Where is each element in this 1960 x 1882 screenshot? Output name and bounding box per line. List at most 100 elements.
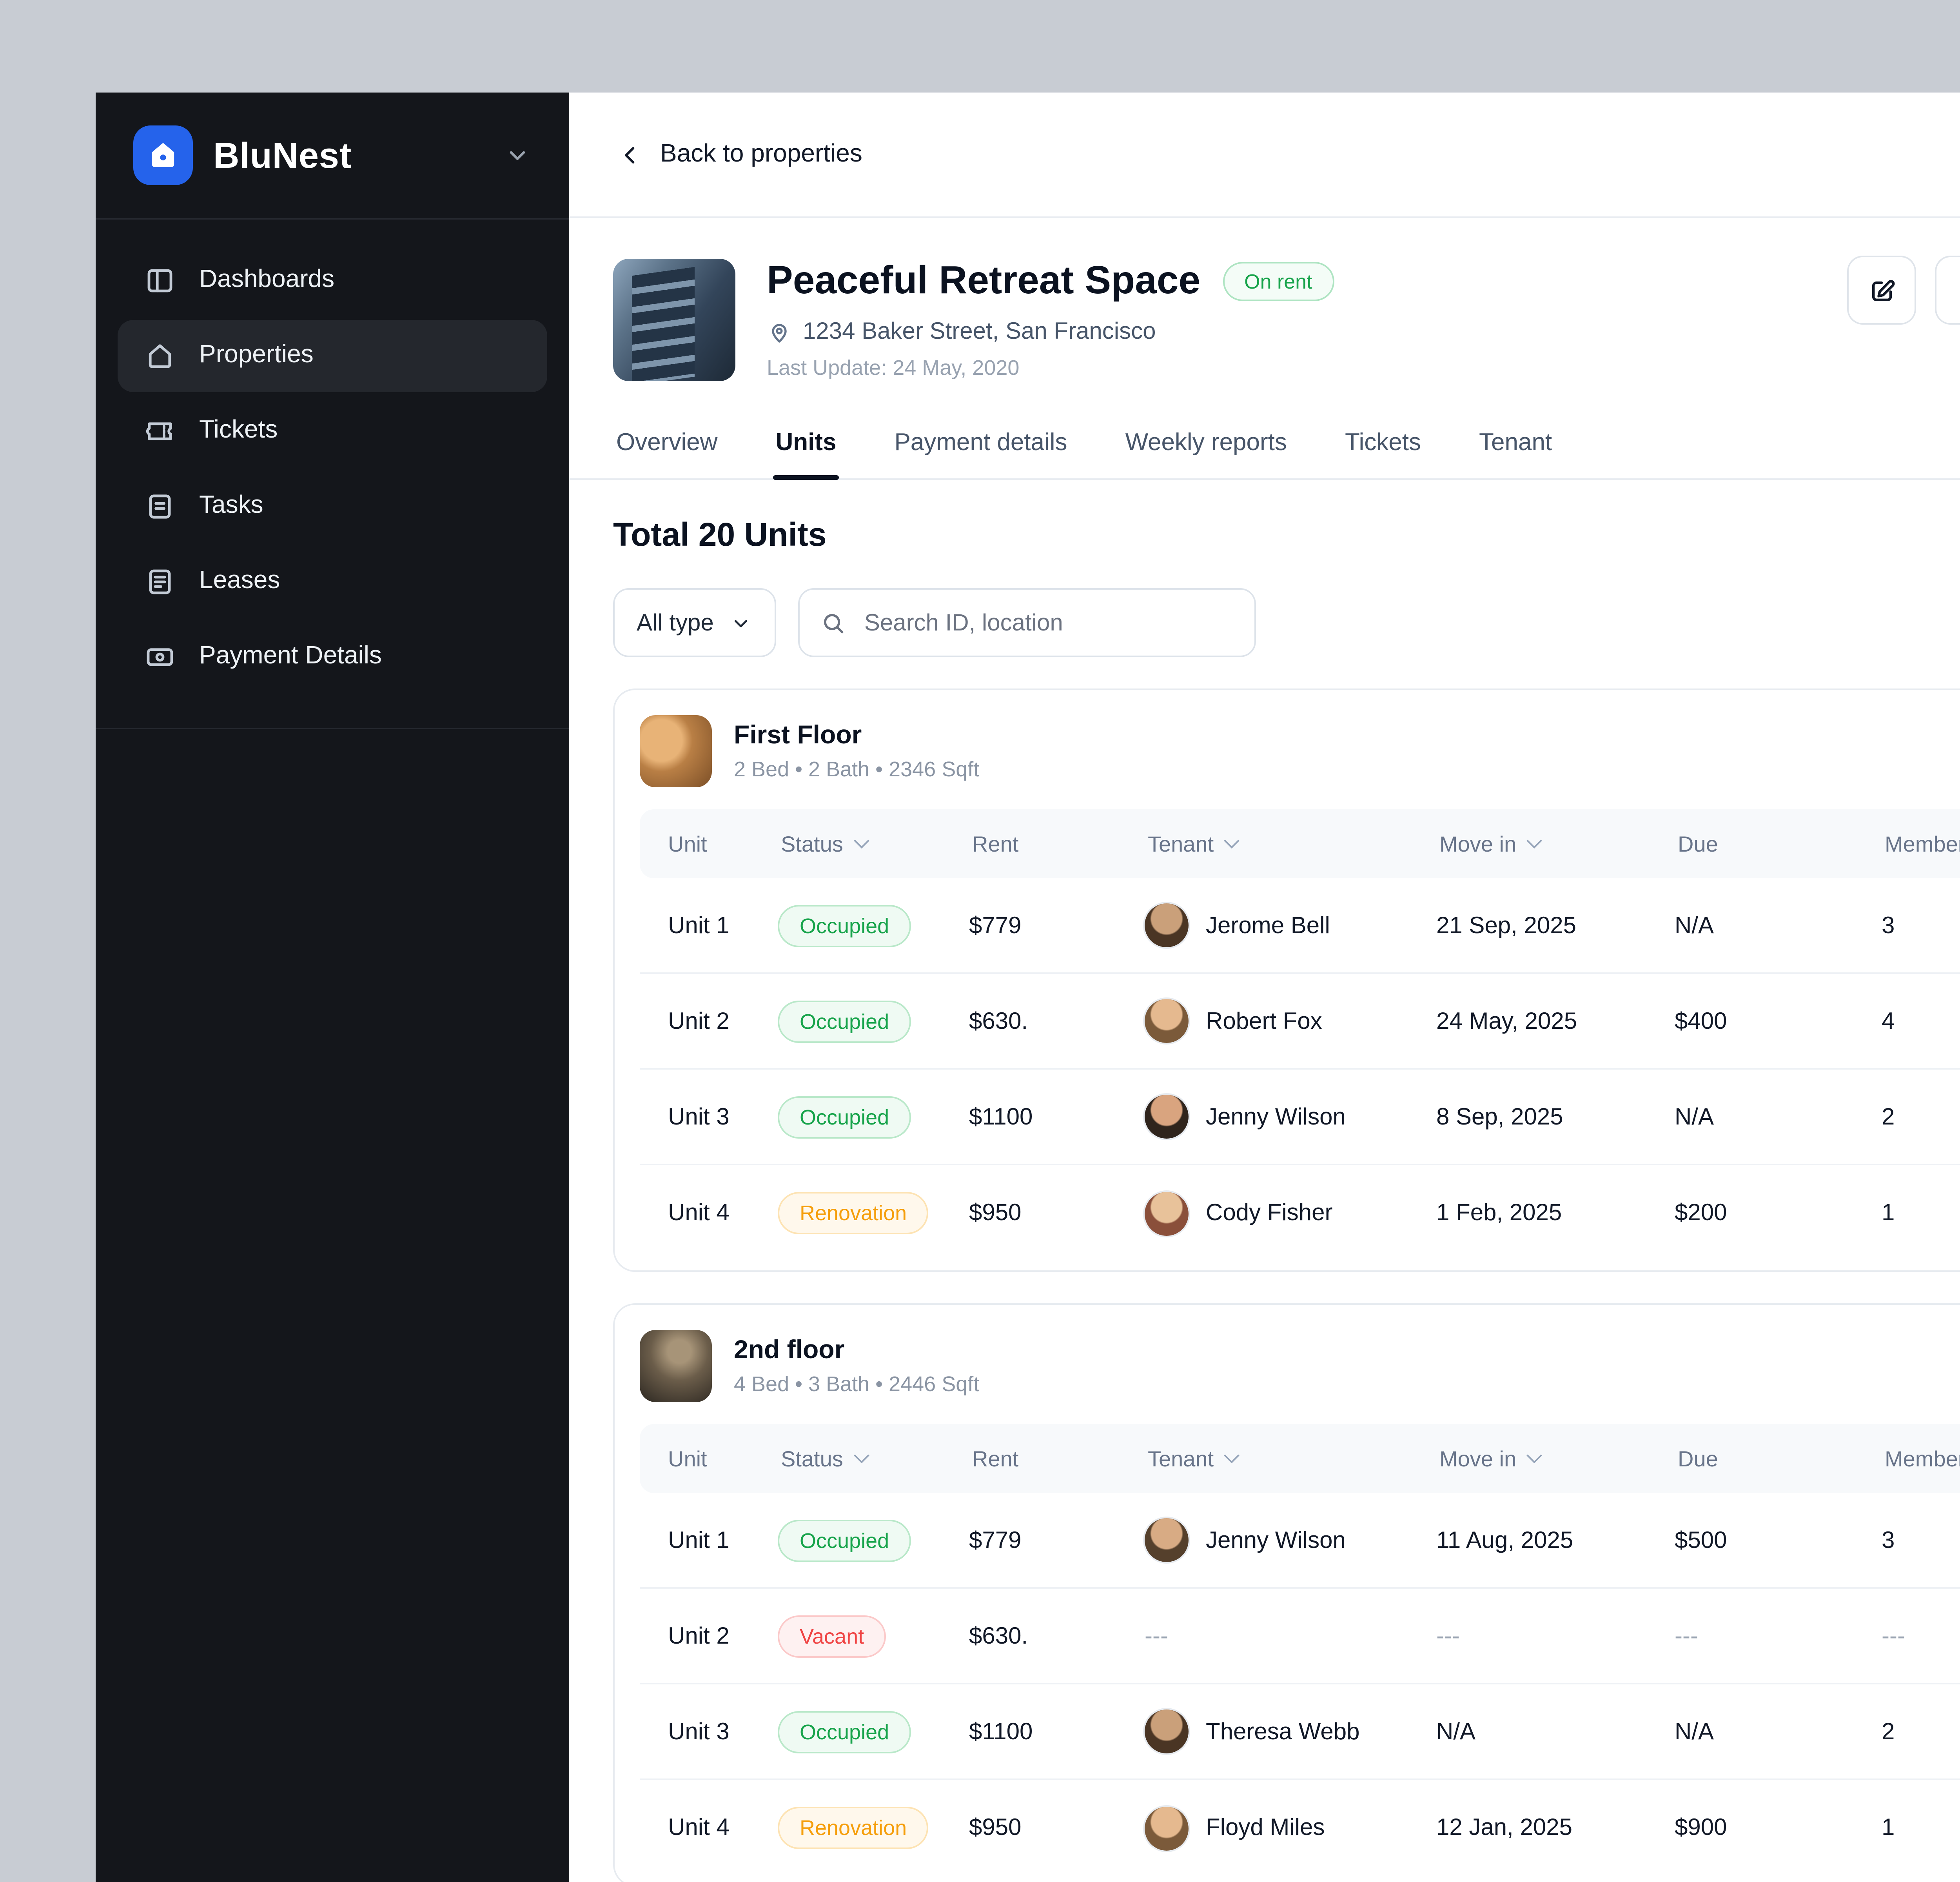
table-row: Unit 3 Occupied $1100 Jenny Wilson 8 Sep…	[640, 1070, 1960, 1165]
table-body: Unit 1 Occupied $779 Jerome Bell 21 Sep,…	[640, 878, 1960, 1261]
chevron-down-icon[interactable]	[503, 141, 532, 169]
sidebar-item-properties[interactable]: Properties	[118, 320, 547, 392]
sidebar-item-label: Properties	[199, 342, 314, 369]
back-chevron-icon	[616, 140, 644, 169]
floor-name: First Floor	[734, 721, 862, 750]
move-in-cell: ---	[1436, 1622, 1460, 1649]
floor-thumbnail	[640, 715, 712, 787]
column-header-move-in[interactable]: Move in	[1436, 831, 1675, 856]
unit-cell: Unit 1	[668, 1527, 730, 1553]
tenant-cell: Cody Fisher	[1145, 1191, 1436, 1235]
column-header-status[interactable]: Status	[778, 1446, 969, 1471]
floor-header: First Floor 2 Bed • 2 Bath • 2346 Sqft	[640, 715, 1960, 787]
floors-list: First Floor 2 Bed • 2 Bath • 2346 Sqft U…	[613, 688, 1960, 1882]
column-header-tenant[interactable]: Tenant	[1145, 1446, 1436, 1471]
floor-header: 2nd floor 4 Bed • 3 Bath • 2446 Sqft	[640, 1330, 1960, 1402]
avatar	[1145, 903, 1189, 947]
column-header-unit: Unit	[668, 1446, 707, 1471]
download-button[interactable]: Download	[1935, 256, 1960, 325]
sidebar-item-label: Tickets	[199, 417, 278, 444]
dashboards-icon	[144, 265, 176, 296]
column-header-status[interactable]: Status	[778, 831, 969, 856]
rent-cell: $1100	[969, 1103, 1033, 1130]
due-cell: ---	[1675, 1622, 1698, 1649]
sidebar-divider	[96, 218, 569, 220]
tenant-cell: Theresa Webb	[1145, 1709, 1436, 1753]
brand-logo-icon	[133, 125, 193, 185]
rent-cell: $779	[969, 912, 1022, 939]
location-pin-icon	[767, 319, 792, 344]
content-area: Peaceful Retreat Space On rent 1234 Bake…	[569, 218, 1960, 1882]
status-badge: Vacant	[778, 1615, 886, 1657]
on-rent-badge: On rent	[1222, 262, 1334, 301]
total-units-heading: Total 20 Units	[613, 518, 827, 554]
app-window: BluNest Dashboards Properties Tickets Ta…	[96, 93, 1960, 1882]
unit-cell: Unit 4	[668, 1200, 730, 1226]
sidebar-item-payment-details[interactable]: Payment Details	[118, 621, 547, 693]
move-in-cell: 21 Sep, 2025	[1436, 912, 1576, 939]
due-cell: $900	[1675, 1815, 1727, 1841]
back-to-properties-link[interactable]: Back to properties	[616, 140, 862, 169]
tab-units[interactable]: Units	[772, 412, 839, 480]
due-cell: $200	[1675, 1200, 1727, 1226]
move-in-cell: 11 Aug, 2025	[1436, 1527, 1573, 1553]
members-cell: 4	[1882, 1008, 1895, 1034]
column-header-tenant[interactable]: Tenant	[1145, 831, 1436, 856]
document-icon	[144, 566, 176, 598]
sidebar-item-leases[interactable]: Leases	[118, 546, 547, 618]
property-actions: Download Share Add new property	[1847, 256, 1960, 325]
column-header-members: Members	[1885, 831, 1960, 856]
move-in-cell: 24 May, 2025	[1436, 1008, 1577, 1034]
unit-cell: Unit 4	[668, 1815, 730, 1841]
tab-tenant[interactable]: Tenant	[1479, 430, 1552, 456]
floor-card: 2nd floor 4 Bed • 3 Bath • 2446 Sqft Uni…	[613, 1303, 1960, 1882]
table-row: Unit 2 Occupied $630. Robert Fox 24 May,…	[640, 974, 1960, 1070]
avatar	[1145, 999, 1189, 1043]
rent-cell: $630.	[969, 1622, 1028, 1649]
members-cell: 2	[1882, 1718, 1895, 1745]
tab-payment-details[interactable]: Payment details	[894, 430, 1067, 456]
search-input[interactable]	[861, 608, 1234, 638]
column-header-move-in[interactable]: Move in	[1436, 1446, 1675, 1471]
search-box	[798, 588, 1256, 657]
home-icon	[144, 340, 176, 372]
search-icon	[820, 609, 847, 636]
property-address: 1234 Baker Street, San Francisco	[803, 318, 1156, 345]
sidebar-item-tasks[interactable]: Tasks	[118, 470, 547, 543]
floor-name: 2nd floor	[734, 1336, 845, 1364]
table-row: Unit 4 Renovation $950 Cody Fisher 1 Feb…	[640, 1165, 1960, 1261]
floor-specs: 4 Bed • 3 Bath • 2446 Sqft	[734, 1372, 980, 1396]
status-badge: Renovation	[778, 1807, 929, 1849]
tenant-name: ---	[1145, 1622, 1168, 1649]
status-badge: Occupied	[778, 904, 911, 946]
tenant-name: Jerome Bell	[1206, 912, 1330, 939]
column-header-rent: Rent	[972, 1446, 1019, 1471]
type-filter-value: All type	[637, 609, 714, 636]
tab-overview[interactable]: Overview	[616, 430, 718, 456]
rent-cell: $630.	[969, 1008, 1028, 1034]
brand-header: BluNest	[96, 93, 569, 218]
sidebar-item-tickets[interactable]: Tickets	[118, 395, 547, 467]
chevron-down-icon	[730, 611, 753, 634]
sidebar-divider	[96, 728, 569, 729]
move-in-cell: 1 Feb, 2025	[1436, 1200, 1562, 1226]
type-filter-dropdown[interactable]: All type	[613, 588, 777, 657]
column-header-due: Due	[1678, 1446, 1718, 1471]
rent-cell: $1100	[969, 1718, 1033, 1745]
tab-tickets[interactable]: Tickets	[1345, 430, 1421, 456]
rent-cell: $950	[969, 1200, 1022, 1226]
tab-bar: Overview Units Payment details Weekly re…	[569, 412, 1960, 480]
unit-cell: Unit 1	[668, 912, 730, 939]
edit-property-button[interactable]	[1847, 256, 1916, 325]
table-row: Unit 4 Renovation $950 Floyd Miles 12 Ja…	[640, 1780, 1960, 1876]
unit-cell: Unit 2	[668, 1008, 730, 1034]
column-header-unit: Unit	[668, 831, 707, 856]
table-body: Unit 1 Occupied $779 Jenny Wilson 11 Aug…	[640, 1493, 1960, 1876]
sidebar-item-dashboards[interactable]: Dashboards	[118, 245, 547, 317]
floor-specs: 2 Bed • 2 Bath • 2346 Sqft	[734, 758, 980, 781]
tab-weekly-reports[interactable]: Weekly reports	[1125, 430, 1287, 456]
due-cell: N/A	[1675, 1718, 1714, 1745]
